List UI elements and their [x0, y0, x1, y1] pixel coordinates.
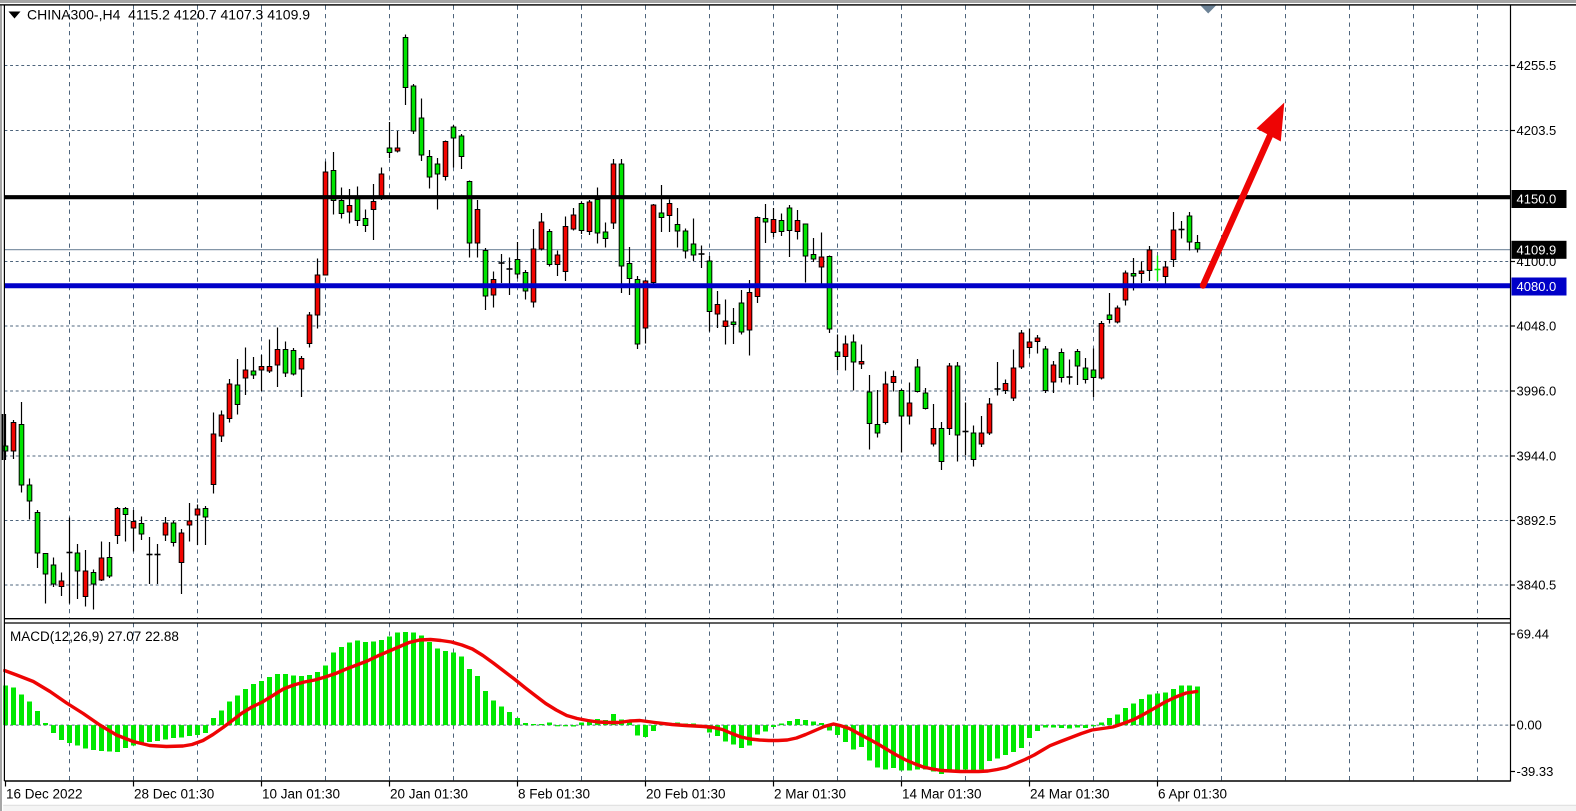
svg-text:4048.0: 4048.0 — [1517, 319, 1557, 334]
svg-text:3892.5: 3892.5 — [1517, 513, 1557, 528]
svg-text:3996.0: 3996.0 — [1517, 384, 1557, 399]
svg-text:20 Jan 01:30: 20 Jan 01:30 — [390, 787, 468, 802]
svg-text:2 Mar 01:30: 2 Mar 01:30 — [774, 787, 846, 802]
svg-text:6 Apr 01:30: 6 Apr 01:30 — [1158, 787, 1227, 802]
svg-text:10 Jan 01:30: 10 Jan 01:30 — [262, 787, 340, 802]
svg-text:8 Feb 01:30: 8 Feb 01:30 — [518, 787, 590, 802]
svg-text:24 Mar 01:30: 24 Mar 01:30 — [1030, 787, 1110, 802]
svg-text:CHINA300-,H4 4115.2 4120.7 41: CHINA300-,H4 4115.2 4120.7 4107.3 4109.9 — [27, 7, 310, 23]
svg-text:4255.5: 4255.5 — [1517, 58, 1557, 73]
svg-text:69.44: 69.44 — [1517, 627, 1550, 642]
svg-text:0.00: 0.00 — [1517, 718, 1542, 733]
svg-text:14 Mar 01:30: 14 Mar 01:30 — [902, 787, 982, 802]
svg-text:16 Dec 2022: 16 Dec 2022 — [6, 787, 83, 802]
svg-text:28 Dec 01:30: 28 Dec 01:30 — [134, 787, 214, 802]
svg-text:4150.0: 4150.0 — [1517, 192, 1557, 207]
svg-text:3944.0: 3944.0 — [1517, 449, 1557, 464]
svg-text:4203.5: 4203.5 — [1517, 123, 1557, 138]
svg-text:20 Feb 01:30: 20 Feb 01:30 — [646, 787, 726, 802]
svg-text:MACD(12,26,9) 27.07 22.88: MACD(12,26,9) 27.07 22.88 — [10, 629, 179, 644]
svg-text:4109.9: 4109.9 — [1517, 242, 1557, 257]
svg-text:-39.33: -39.33 — [1517, 764, 1554, 779]
svg-text:4080.0: 4080.0 — [1517, 279, 1557, 294]
svg-text:3840.5: 3840.5 — [1517, 578, 1557, 593]
